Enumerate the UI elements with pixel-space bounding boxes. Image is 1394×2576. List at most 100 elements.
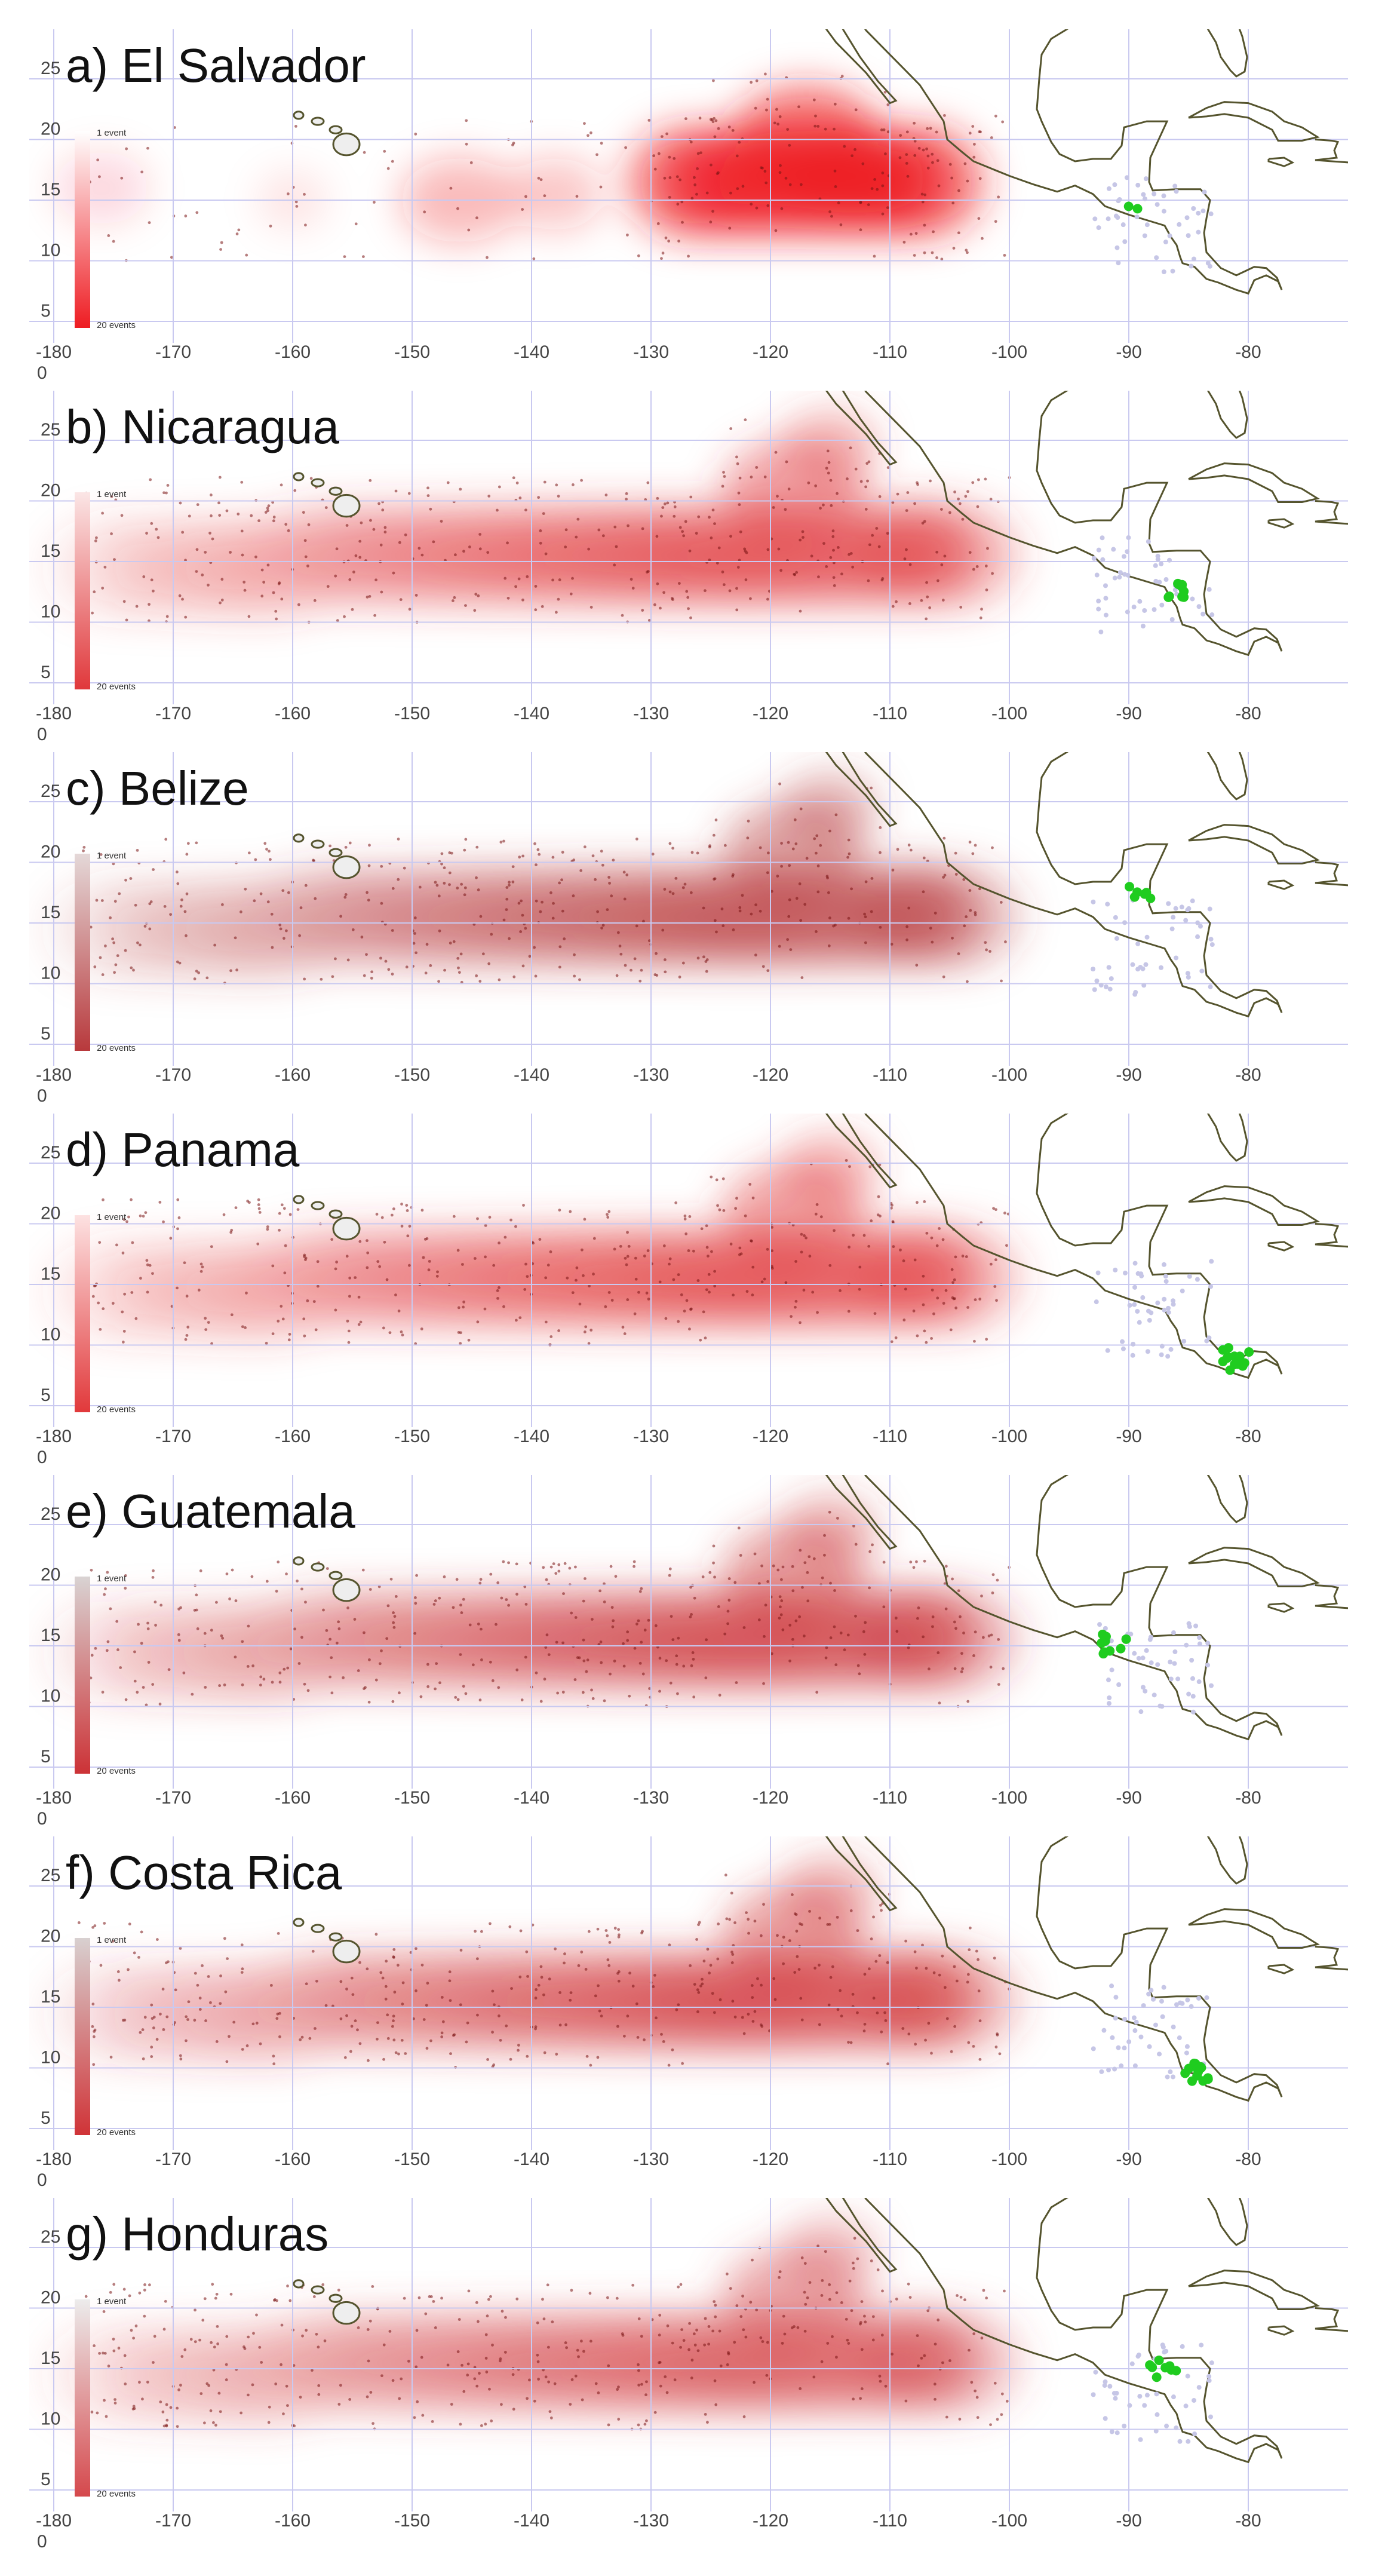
track-dot	[382, 1326, 385, 1330]
other-event	[1209, 2360, 1214, 2366]
track-dot	[109, 2290, 112, 2294]
track-dot	[764, 72, 767, 76]
track-dot	[235, 968, 238, 972]
track-dot	[778, 2270, 782, 2274]
track-dot	[969, 909, 972, 912]
track-dot	[419, 1695, 423, 1698]
track-dot	[962, 878, 966, 881]
track-dot	[415, 2329, 419, 2332]
other-event	[1169, 926, 1175, 931]
track-dot	[828, 1264, 832, 1267]
track-dot	[457, 966, 460, 970]
other-event	[1113, 915, 1118, 920]
track-dot	[285, 1572, 288, 1576]
track-dot	[590, 1688, 593, 1692]
track-dot	[207, 2384, 211, 2387]
track-dot	[449, 1999, 452, 2002]
coastline	[1315, 1584, 1348, 1609]
island	[332, 1578, 361, 1602]
track-dot	[113, 558, 116, 562]
track-dot	[133, 1650, 136, 1654]
track-dot	[759, 909, 762, 913]
track-dot	[965, 915, 968, 918]
track-dot	[316, 1260, 320, 1264]
track-dot	[829, 1976, 833, 1979]
track-dot	[125, 1220, 128, 1223]
lat-tick-label: 10	[41, 1325, 60, 1345]
track-dot	[676, 203, 680, 206]
track-dot	[205, 976, 209, 980]
track-dot	[648, 1687, 652, 1690]
track-dot	[881, 577, 885, 580]
track-dot	[195, 970, 198, 973]
track-dot	[151, 1683, 155, 1686]
other-event	[1161, 1262, 1166, 1267]
track-dot	[124, 2382, 127, 2385]
track-dot	[569, 1210, 572, 1213]
track-dot	[697, 1991, 701, 1994]
track-dot	[640, 2335, 643, 2338]
track-dot	[321, 2283, 325, 2286]
track-dot	[505, 908, 508, 912]
track-dot	[827, 461, 831, 464]
track-dot	[112, 2349, 116, 2353]
track-dot	[557, 597, 560, 601]
track-dot	[617, 2385, 620, 2389]
track-dot	[1005, 2399, 1009, 2403]
track-dot	[204, 551, 207, 554]
other-event	[1106, 1701, 1111, 1706]
track-dot	[702, 906, 705, 910]
track-dot	[278, 1228, 281, 1232]
track-dot	[306, 1689, 310, 1692]
track-dot	[980, 1594, 983, 1598]
track-dot	[145, 532, 148, 535]
track-dot	[974, 911, 977, 914]
track-dot	[772, 1977, 776, 1980]
track-dot	[367, 1700, 371, 1704]
track-dot	[245, 2044, 249, 2047]
track-dot	[225, 2335, 229, 2338]
track-dot	[647, 939, 651, 943]
track-dot	[563, 937, 566, 940]
track-dot	[286, 1666, 290, 1670]
track-dot	[990, 136, 993, 139]
track-dot	[720, 907, 724, 910]
other-event	[1163, 240, 1168, 245]
track-dot	[305, 1982, 308, 1986]
track-dot	[167, 1960, 170, 1964]
other-event	[1187, 1274, 1192, 1279]
track-dot	[738, 503, 741, 507]
track-dot	[574, 1565, 577, 1569]
heatmap	[42, 2217, 1021, 2426]
other-event	[1091, 556, 1097, 561]
track-dot	[799, 1997, 803, 2000]
other-event	[1128, 1632, 1134, 1637]
track-dot	[800, 1923, 803, 1927]
track-dot	[541, 605, 544, 608]
track-dot	[150, 578, 153, 582]
track-dot	[339, 1980, 343, 1983]
track-dot	[312, 2295, 316, 2298]
track-dot	[690, 2376, 693, 2379]
track-dot	[352, 571, 355, 574]
track-dot	[259, 2042, 262, 2046]
track-dot	[278, 2035, 281, 2038]
track-dot	[923, 223, 926, 227]
track-dot	[391, 2379, 395, 2382]
track-dot	[687, 254, 690, 258]
track-dot	[301, 2334, 304, 2338]
track-dot	[136, 941, 139, 944]
track-dot	[414, 951, 417, 955]
track-dot	[615, 545, 618, 548]
track-dot	[511, 880, 515, 884]
lon-tick-label: -80	[1235, 1065, 1261, 1085]
track-dot	[165, 2424, 168, 2427]
other-event	[1206, 2378, 1212, 2383]
track-dot	[534, 585, 538, 588]
track-dot	[276, 2012, 280, 2016]
track-dot	[635, 1623, 638, 1626]
track-dot	[297, 1662, 301, 1665]
track-dot	[703, 2343, 707, 2347]
track-dot	[677, 582, 681, 585]
track-dot	[848, 1246, 851, 1249]
